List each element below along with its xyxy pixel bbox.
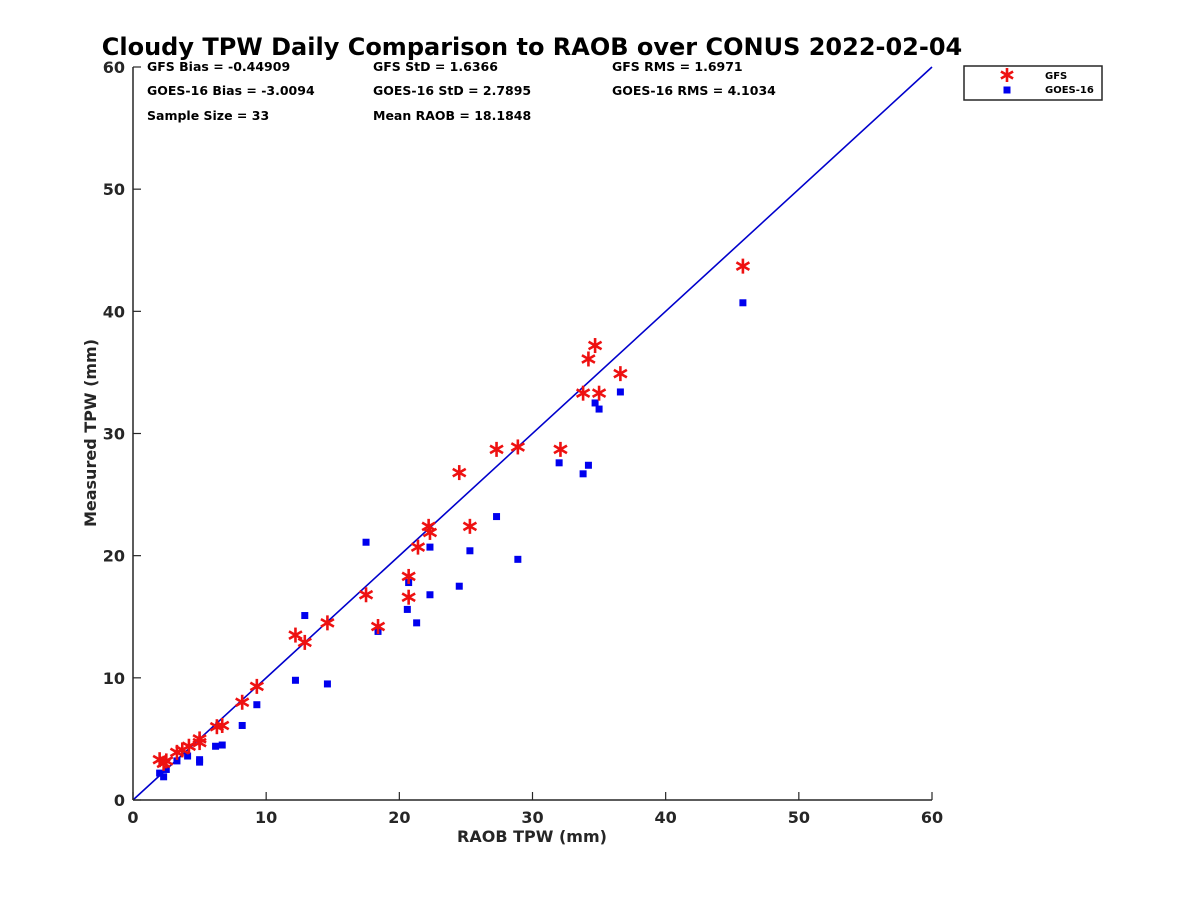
gfs-point [581,351,596,367]
statistics-block: GFS Bias = -0.44909 GFS StD = 1.6366 GFS… [147,59,776,123]
goes16-point [218,741,226,749]
legend-goes16-label: GOES-16 [1045,85,1094,96]
x-axis-label: RAOB TPW (mm) [457,827,607,846]
legend: GFS GOES-16 [963,65,1103,101]
gfs-point [358,587,374,603]
gfs-point [452,465,467,481]
stat-sample-size: Sample Size = 33 [147,108,269,123]
y-axis-label: Measured TPW (mm) [81,339,100,527]
x-tick-label: 20 [388,808,410,827]
legend-gfs-asterisk [1000,68,1014,82]
goes16-point [323,680,331,688]
stat-gfs-rms: GFS RMS = 1.6971 [612,59,743,74]
gfs-point [192,731,207,747]
goes16-point [591,399,599,407]
stat-goes16-std: GOES-16 StD = 2.7895 [373,83,531,98]
y-tick-label: 30 [103,425,125,444]
goes16-point [160,773,168,781]
goes16-point [403,605,411,613]
stat-gfs-bias: GFS Bias = -0.44909 [147,59,290,74]
gfs-point [288,627,303,643]
gfs-point [462,518,478,534]
x-tick-label: 40 [655,808,677,827]
gfs-point [401,589,416,605]
goes16-point [196,758,204,766]
goes16-point [156,769,164,777]
y-tick-label: 50 [103,180,125,199]
x-tick-label: 0 [127,808,138,827]
goes16-point [238,721,246,729]
gfs-point [159,753,174,769]
goes16-point [466,547,474,555]
one-to-one-line-layer [132,66,933,801]
y-tick-label: 60 [103,58,125,77]
goes16-point [184,752,192,760]
series-gfs [152,258,751,771]
y-ticks: 0 10 20 30 40 50 60 [103,58,141,810]
gfs-point [370,619,386,635]
stat-mean-raob: Mean RAOB = 18.1848 [373,108,531,123]
goes16-point [362,538,370,546]
goes16-point [173,757,181,765]
goes16-point [739,299,747,307]
goes16-point [514,555,522,563]
series-goes16 [156,299,747,781]
gfs-point [613,366,628,382]
chart-title: Cloudy TPW Daily Comparison to RAOB over… [102,33,962,61]
gfs-point [181,738,197,754]
goes16-point [212,742,220,750]
legend-goes16-marker [1003,86,1011,94]
y-tick-label: 10 [103,669,125,688]
gfs-point [401,568,416,584]
gfs-point [591,385,607,401]
goes16-point [301,612,309,620]
gfs-point [297,634,312,650]
goes16-point [493,513,501,521]
gfs-point [587,338,603,354]
stat-gfs-std: GFS StD = 1.6366 [373,59,498,74]
gfs-point [510,439,525,455]
goes16-point [455,582,463,590]
gfs-point [735,258,751,274]
goes16-point [162,765,170,773]
gfs-point [489,441,504,457]
goes16-point [584,461,592,469]
x-tick-label: 50 [788,808,810,827]
goes16-point [579,470,587,478]
gfs-point [553,441,568,457]
y-tick-label: 40 [103,302,125,321]
goes16-point [291,676,299,684]
y-tick-label: 20 [103,547,125,566]
legend-gfs-label: GFS [1045,71,1067,82]
goes16-point [595,405,603,413]
y-tick-label: 0 [114,791,125,810]
gfs-point [320,615,335,631]
legend-goes16-square [1003,86,1011,94]
legend-gfs-marker [1000,68,1014,82]
stat-goes16-bias: GOES-16 Bias = -3.0094 [147,83,315,98]
x-ticks: 0 10 20 30 40 50 60 [127,792,943,827]
stat-goes16-rms: GOES-16 RMS = 4.1034 [612,83,776,98]
data-points-layer [152,258,751,781]
goes16-point [426,591,434,599]
gfs-point [215,717,230,733]
one-to-one-line [132,66,933,801]
x-tick-label: 60 [921,808,943,827]
gfs-point [410,539,426,555]
gfs-point [235,694,250,710]
goes16-point [555,459,563,467]
gfs-point [249,678,264,694]
goes16-point [426,543,434,551]
gfs-point [422,524,438,540]
x-tick-label: 30 [521,808,543,827]
x-tick-label: 10 [255,808,277,827]
legend-box [963,65,1103,101]
goes16-point [413,619,421,627]
goes16-point [253,701,261,709]
goes16-point [616,388,624,396]
gfs-point [575,385,591,401]
